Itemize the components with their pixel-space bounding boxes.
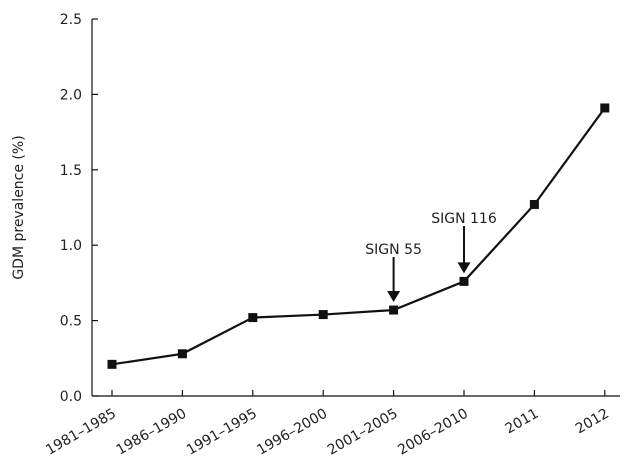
- x-tick-label: 1981–1985: [43, 406, 119, 459]
- x-tick-label: 2001–2005: [325, 406, 401, 459]
- label-layer: 0.0 0.5 1.0 1.5 2.0 2.5 GDM prevalence (%) 1981…: [11, 12, 612, 459]
- y-tick-label: 2.0: [60, 87, 82, 103]
- x-tick-label: 1991–1995: [184, 406, 260, 459]
- annotation-layer: SIGN 55 SIGN 116: [365, 211, 497, 303]
- y-tick-label: 0.5: [60, 314, 82, 330]
- annotation-label: SIGN 116: [431, 211, 497, 227]
- y-tick-label: 1.0: [60, 238, 82, 254]
- data-point-marker: [318, 310, 328, 320]
- data-point-marker: [107, 359, 117, 369]
- data-point-marker: [459, 276, 469, 286]
- data-point-marker: [529, 199, 539, 209]
- y-tick-label: 1.5: [60, 163, 82, 179]
- y-tick-label: 2.5: [60, 12, 82, 28]
- annotation-label: SIGN 55: [365, 242, 422, 258]
- data-point-marker: [177, 349, 187, 359]
- x-tick-label: 2012: [573, 406, 612, 438]
- x-tick-label: 2011: [503, 406, 542, 438]
- axis-layer: [91, 18, 620, 397]
- data-point-marker: [600, 103, 610, 113]
- data-point-marker: [248, 313, 258, 323]
- x-tick-label: 1986–1990: [114, 406, 190, 459]
- y-tick-label: 0.0: [60, 389, 82, 405]
- annotation-arrowhead: [387, 291, 401, 303]
- y-axis-title: GDM prevalence (%): [11, 135, 27, 279]
- x-tick-label: 1996–2000: [254, 406, 330, 459]
- annotation-arrowhead: [457, 262, 471, 274]
- data-point-marker: [389, 305, 399, 315]
- x-tick-label: 2006–2010: [395, 406, 471, 459]
- series-layer: [107, 103, 610, 369]
- prevalence-series-line: [111, 107, 606, 366]
